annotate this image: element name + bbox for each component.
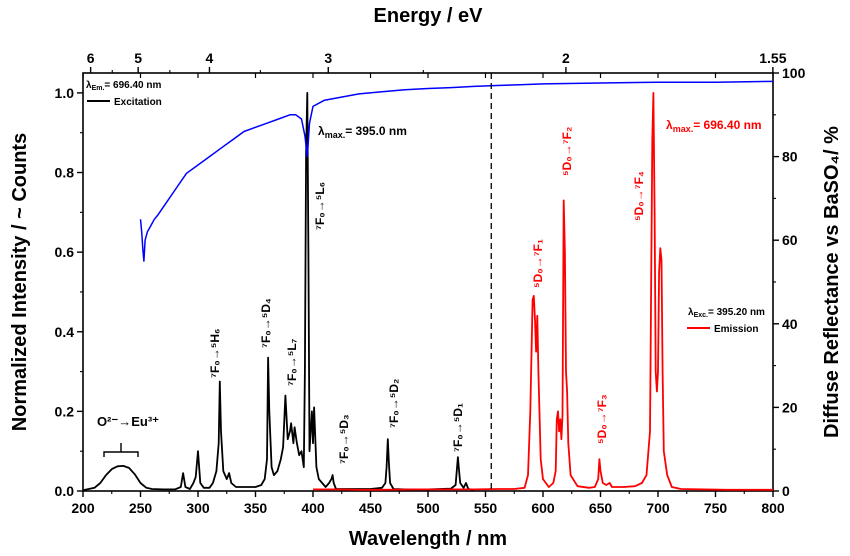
- legend-value: = 696.40 nm: [104, 80, 161, 91]
- transition-label-5D2: ⁷F₀→⁵D₂: [387, 379, 401, 428]
- legend-lambda: λ: [86, 80, 92, 91]
- legend-emission-label: Emission: [714, 324, 758, 335]
- y-left-tick-label: 0.4: [55, 324, 75, 340]
- series-line-reflectance: [139, 80, 774, 262]
- x-tick-label: 550: [474, 500, 498, 516]
- x-axis-title: Wavelength / nm: [349, 528, 507, 550]
- y-left-tick-label: 0.8: [55, 165, 75, 181]
- y-left-tick-label: 0.2: [55, 403, 75, 419]
- top-tick-label: 4: [206, 50, 214, 66]
- top-tick-label: 5: [134, 50, 142, 66]
- top-tick-label: 6: [87, 50, 95, 66]
- y-right-axis-title: Diffuse Reflectance vs BaSO₄/ %: [821, 126, 843, 438]
- x-tick-label: 300: [186, 500, 210, 516]
- series-line-excitation: [82, 92, 475, 492]
- y-left-axis-title: Normalized Intensity / ~ Counts: [9, 133, 31, 431]
- series-line-emission: [313, 92, 773, 491]
- y-right-tick-label: 0: [782, 483, 790, 499]
- lambda-max-excitation: λmax.= 395.0 nm: [318, 124, 407, 140]
- lambda-value: = 395.0 nm: [345, 124, 407, 138]
- x-tick-label: 400: [301, 500, 325, 516]
- charge-transfer-bracket: [103, 443, 139, 457]
- x-tick-label: 250: [129, 500, 153, 516]
- top-axis-title: Energy / eV: [374, 5, 484, 27]
- y-right-tick-label: 80: [782, 149, 798, 165]
- legend-subscript: Exc.: [694, 312, 708, 319]
- lambda-symbol: λ: [318, 124, 325, 138]
- legend-excitation: λEm.= 696.40 nm Excitation: [86, 80, 162, 108]
- y-right-tick-label: 60: [782, 232, 798, 248]
- lambda-max-emission: λmax.= 696.40 nm: [666, 118, 762, 134]
- transition-label-7F2: ⁵D₀→⁷F₂: [560, 127, 574, 176]
- legend-emission-header: λExc.= 395.20 nm: [688, 307, 765, 319]
- transition-label-5H6: ⁷F₀→⁵H₆: [208, 329, 222, 378]
- transition-label-5L6: ⁷F₀→⁵L₆: [313, 182, 327, 230]
- y-right-tick-label: 40: [782, 316, 798, 332]
- y-left-tick-label: 1.0: [55, 85, 75, 101]
- transition-label-5D3: ⁷F₀→⁵D₃: [337, 414, 351, 464]
- x-tick-label: 600: [531, 500, 555, 516]
- x-tick-label: 750: [704, 500, 728, 516]
- transition-label-5D1: ⁷F₀→⁵D₁: [451, 403, 465, 452]
- transition-label-7F3: ⁵D₀→⁷F₃: [595, 394, 609, 444]
- charge-transfer-label: O²⁻→Eu³⁺: [97, 414, 159, 429]
- transition-label-7F1: ⁵D₀→⁷F₁: [531, 239, 545, 288]
- chart-series: [82, 80, 774, 492]
- legend-excitation-label: Excitation: [114, 97, 162, 108]
- top-tick-label: 1.55: [759, 50, 786, 66]
- lambda-value: = 696.40 nm: [693, 118, 761, 132]
- legend-subscript: Em.: [92, 85, 105, 92]
- y-right-tick-label: 20: [782, 399, 798, 415]
- x-tick-label: 200: [71, 500, 95, 516]
- legend-excitation-header: λEm.= 696.40 nm: [86, 80, 161, 92]
- transition-label-5L7: ⁷F₀→⁵L₇: [285, 338, 299, 386]
- x-tick-label: 650: [589, 500, 613, 516]
- top-tick-label: 3: [324, 50, 332, 66]
- transition-label-7F4: ⁵D₀→⁷F₄: [632, 171, 646, 221]
- y-left-tick-label: 0.6: [55, 244, 75, 260]
- x-tick-label: 500: [416, 500, 440, 516]
- x-tick-label: 800: [761, 500, 785, 516]
- x-tick-label: 450: [359, 500, 383, 516]
- legend-lambda: λ: [688, 307, 694, 318]
- axis-ticks: 200 250 300 350 400 450 500 550 600 650 700 750 8000…: [55, 50, 806, 516]
- transition-label-5D4: ⁷F₀→⁵D₄: [259, 298, 273, 348]
- x-tick-label: 700: [646, 500, 670, 516]
- legend-value: = 395.20 nm: [708, 307, 765, 318]
- plot-frame: [82, 72, 774, 492]
- y-left-tick-label: 0.0: [55, 483, 75, 499]
- lambda-subscript: max.: [673, 124, 694, 134]
- lambda-subscript: max.: [325, 130, 346, 140]
- lambda-symbol: λ: [666, 118, 673, 132]
- y-right-tick-label: 100: [782, 65, 806, 81]
- x-tick-label: 350: [244, 500, 268, 516]
- top-tick-label: 2: [562, 50, 570, 66]
- legend-emission: λExc.= 395.20 nm Emission: [687, 307, 765, 335]
